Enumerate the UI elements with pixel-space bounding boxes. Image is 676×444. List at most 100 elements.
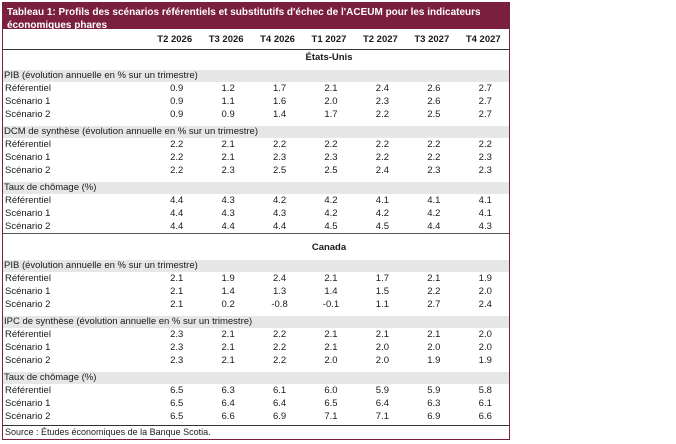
value-cell: 2.5 xyxy=(324,165,338,176)
table-frame: Tableau 1: Profils des scénarios référen… xyxy=(2,2,510,440)
value-cell: 6.1 xyxy=(478,398,492,409)
value-cell: 2.2 xyxy=(170,139,184,150)
header-quarter: T3 2027 xyxy=(406,29,458,50)
value-cell: 4.1 xyxy=(478,195,492,206)
value-cell: 2.3 xyxy=(324,152,338,163)
value-cell: 2.7 xyxy=(478,109,492,120)
value-cell: 7.1 xyxy=(375,411,389,422)
value-cell: -0.1 xyxy=(322,299,340,310)
table-row: Scénario 1 4.4 4.3 4.3 4.2 4.2 4.2 4.1 xyxy=(3,207,509,220)
value-cell: 5.8 xyxy=(478,385,492,396)
header-quarter: T4 2026 xyxy=(251,29,304,50)
value-cell: 2.1 xyxy=(170,273,184,284)
value-cell: 2.1 xyxy=(324,273,338,284)
value-cell: 0.9 xyxy=(221,109,235,120)
value-cell: 5.9 xyxy=(375,385,389,396)
value-cell: 4.4 xyxy=(170,195,184,206)
scenario-label: Scénario 1 xyxy=(5,96,51,107)
region-row: Canada xyxy=(3,240,509,255)
value-cell: 4.4 xyxy=(170,221,184,232)
value-cell: 2.1 xyxy=(221,329,235,340)
value-cell: 2.7 xyxy=(478,83,492,94)
value-cell: 4.4 xyxy=(427,221,441,232)
scenario-table: T2 2026 T3 2026 T4 2026 T1 2027 T2 2027 … xyxy=(3,29,509,423)
value-cell: 2.2 xyxy=(427,139,441,150)
value-cell: 6.6 xyxy=(478,411,492,422)
value-cell: 2.3 xyxy=(272,152,287,163)
value-cell: -0.8 xyxy=(271,299,288,310)
value-cell: 2.1 xyxy=(221,342,235,353)
value-cell: 2.3 xyxy=(170,355,184,366)
table-row: Référentiel 2.3 2.1 2.2 2.1 2.1 2.1 2.0 xyxy=(3,328,509,341)
value-cell: 2.0 xyxy=(375,355,389,366)
value-cell: 1.9 xyxy=(478,273,492,284)
value-cell: 6.5 xyxy=(170,385,184,396)
value-cell: 4.3 xyxy=(221,208,235,219)
scenario-label: Scénario 2 xyxy=(5,109,51,120)
value-cell: 2.0 xyxy=(478,342,492,353)
region-separator xyxy=(3,233,509,240)
indicator-header-row: PIB (évolution annuelle en % sur un trim… xyxy=(3,70,509,82)
value-cell: 2.0 xyxy=(324,355,338,366)
value-cell: 2.3 xyxy=(170,329,184,340)
table-row: Scénario 2 0.9 0.9 1.4 1.7 2.2 2.5 2.7 xyxy=(3,108,509,121)
value-cell: 2.1 xyxy=(170,286,184,297)
scenario-label: Scénario 1 xyxy=(5,152,51,163)
header-blank xyxy=(3,29,149,50)
table-row: Référentiel 4.4 4.3 4.2 4.2 4.1 4.1 4.1 xyxy=(3,194,509,207)
value-cell: 2.3 xyxy=(478,165,492,176)
header-quarter: T3 2026 xyxy=(200,29,252,50)
value-cell: 2.0 xyxy=(375,342,389,353)
value-cell: 2.3 xyxy=(170,342,184,353)
value-cell: 6.9 xyxy=(272,411,287,422)
value-cell: 1.4 xyxy=(272,109,287,120)
value-cell: 4.2 xyxy=(272,195,287,206)
value-cell: 0.9 xyxy=(170,83,184,94)
value-cell: 4.5 xyxy=(324,221,338,232)
value-cell: 2.4 xyxy=(478,299,492,310)
value-cell: 2.7 xyxy=(427,299,441,310)
value-cell: 7.1 xyxy=(324,411,338,422)
value-cell: 2.7 xyxy=(478,96,492,107)
header-row: T2 2026 T3 2026 T4 2026 T1 2027 T2 2027 … xyxy=(3,29,509,50)
table-row: Référentiel 0.9 1.2 1.7 2.1 2.4 2.6 2.7 xyxy=(3,82,509,95)
indicator-label: DCM de synthèse (évolution annuelle en %… xyxy=(3,126,509,138)
value-cell: 2.1 xyxy=(427,273,441,284)
value-cell: 1.1 xyxy=(375,299,389,310)
table-row: Référentiel 6.5 6.3 6.1 6.0 5.9 5.9 5.8 xyxy=(3,384,509,397)
value-cell: 1.2 xyxy=(221,83,235,94)
table-row: Scénario 2 2.3 2.1 2.2 2.0 2.0 1.9 1.9 xyxy=(3,354,509,367)
value-cell: 2.6 xyxy=(427,96,441,107)
value-cell: 2.2 xyxy=(375,139,389,150)
region-name: États-Unis xyxy=(305,52,353,63)
value-cell: 2.2 xyxy=(272,139,287,150)
value-cell: 5.9 xyxy=(427,385,441,396)
scenario-label: Référentiel xyxy=(5,329,51,340)
value-cell: 2.1 xyxy=(324,329,338,340)
source-note: Source : Études économiques de la Banque… xyxy=(3,425,509,439)
value-cell: 2.3 xyxy=(375,96,389,107)
value-cell: 1.9 xyxy=(221,273,235,284)
value-cell: 6.5 xyxy=(324,398,338,409)
value-cell: 2.4 xyxy=(375,165,389,176)
value-cell: 2.0 xyxy=(478,329,492,340)
value-cell: 4.3 xyxy=(272,208,287,219)
value-cell: 6.5 xyxy=(170,398,184,409)
value-cell: 4.4 xyxy=(170,208,184,219)
value-cell: 1.9 xyxy=(427,355,441,366)
value-cell: 1.1 xyxy=(221,96,235,107)
value-cell: 0.9 xyxy=(170,96,184,107)
value-cell: 1.6 xyxy=(272,96,287,107)
region-name: Canada xyxy=(311,242,347,253)
header-quarter: T2 2027 xyxy=(354,29,407,50)
value-cell: 6.9 xyxy=(427,411,441,422)
value-cell: 1.3 xyxy=(272,286,287,297)
value-cell: 2.5 xyxy=(272,165,287,176)
scenario-label: Scénario 2 xyxy=(5,299,51,310)
indicator-header-row: Taux de chômage (%) xyxy=(3,372,509,384)
table-row: Scénario 1 6.5 6.4 6.4 6.5 6.4 6.3 6.1 xyxy=(3,397,509,410)
indicator-header-row: Taux de chômage (%) xyxy=(3,182,509,194)
value-cell: 2.0 xyxy=(478,286,492,297)
scenario-label: Référentiel xyxy=(5,273,51,284)
scenario-label: Scénario 1 xyxy=(5,342,51,353)
